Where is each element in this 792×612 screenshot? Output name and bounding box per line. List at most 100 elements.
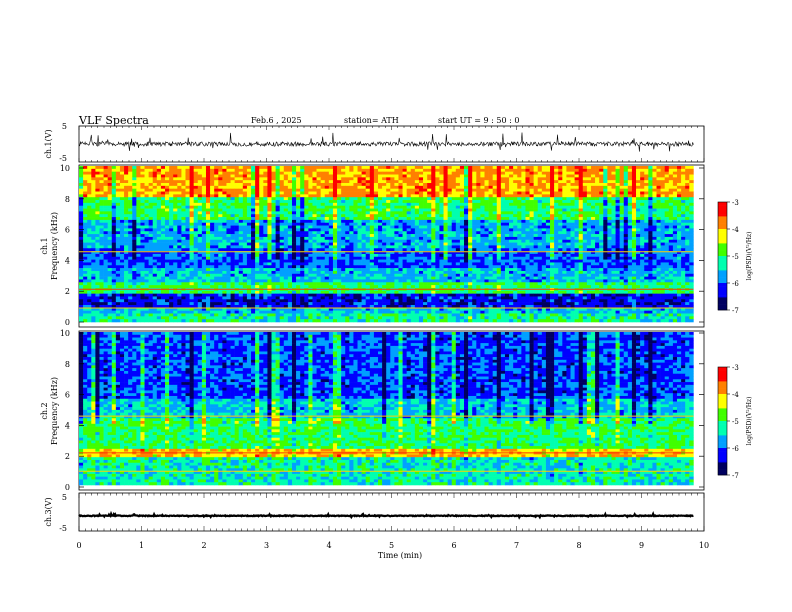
spectrogram-cell xyxy=(165,168,170,172)
spectrogram-cell xyxy=(345,245,350,249)
spectrogram-cell xyxy=(312,242,317,246)
spectrogram-cell xyxy=(394,205,399,209)
spectrogram-cell xyxy=(373,188,379,192)
spectrogram-cell xyxy=(152,208,158,212)
spectrogram-cell xyxy=(406,202,412,207)
spectrogram-cell xyxy=(165,174,170,178)
spectrogram-cell xyxy=(193,211,199,215)
spectrogram-cell xyxy=(197,245,203,249)
spectrogram-cell xyxy=(496,231,502,235)
spectrogram-cell xyxy=(459,231,465,235)
spectrogram-cell xyxy=(361,183,367,187)
spectrogram-cell xyxy=(599,222,604,226)
spectrogram-cell xyxy=(664,231,670,235)
spectrogram-cell xyxy=(267,208,272,212)
spectrogram-cell xyxy=(435,183,440,187)
spectrogram-cell xyxy=(271,185,276,189)
spectrogram-cell xyxy=(541,234,547,238)
spectrogram-cell xyxy=(541,205,547,209)
spectrogram-cell xyxy=(443,251,448,255)
spectrogram-cell xyxy=(685,200,690,204)
spectrogram-cell xyxy=(484,228,489,232)
spectrogram-cell xyxy=(201,211,207,215)
spectrogram-cell xyxy=(140,214,145,218)
spectrogram-cell xyxy=(382,251,387,255)
spectrogram-cell xyxy=(160,253,166,258)
spectrogram-cell xyxy=(222,177,227,181)
spectrogram-cell xyxy=(197,222,203,226)
spectrogram-cell xyxy=(160,248,166,252)
spectrogram-cell xyxy=(439,225,444,229)
spectrogram-cell xyxy=(607,205,612,209)
spectrogram-cell xyxy=(214,208,219,212)
spectrogram-cell xyxy=(603,180,608,184)
spectrogram-cell xyxy=(214,205,219,209)
spectrogram-cell xyxy=(402,200,407,204)
spectrogram-cell xyxy=(386,208,391,212)
spectrogram-cell xyxy=(390,222,395,226)
spectrogram-cell xyxy=(107,171,113,175)
spectrogram-cell xyxy=(582,236,588,241)
spectrogram-cell xyxy=(152,219,158,224)
spectrogram-cell xyxy=(259,242,264,246)
spectrogram-cell xyxy=(545,177,551,181)
spectrogram-cell xyxy=(128,211,133,215)
spectrogram-cell xyxy=(521,197,526,201)
spectrogram-cell xyxy=(246,166,252,170)
spectrogram-cell xyxy=(79,177,84,181)
spectrogram-cell xyxy=(504,253,510,258)
spectrogram-cell xyxy=(447,253,453,258)
spectrogram-cell xyxy=(513,253,518,258)
spectrogram-cell xyxy=(676,191,682,195)
spectrogram-cell xyxy=(439,242,444,246)
ch1-waveform-xticks xyxy=(78,126,705,162)
spectrogram-cell xyxy=(255,180,260,184)
spectrogram-cell xyxy=(472,177,477,181)
spectrogram-cell xyxy=(607,202,612,207)
spectrogram-cell xyxy=(226,242,231,246)
spectrogram-cell xyxy=(263,185,268,189)
spectrogram-cell xyxy=(205,177,211,181)
spectrogram-cell xyxy=(394,245,399,249)
spectrogram-cell xyxy=(357,205,362,209)
spectrogram-cell xyxy=(603,219,608,224)
spectrogram-cell xyxy=(165,222,170,226)
spectrogram-cell xyxy=(439,219,444,224)
spectrogram-cell xyxy=(443,200,448,204)
spectrogram-cell xyxy=(316,228,321,232)
spectrogram-cell xyxy=(590,217,596,221)
spectrogram-cell xyxy=(619,188,625,192)
spectrogram-cell xyxy=(271,200,276,204)
spectrogram-cell xyxy=(226,253,231,258)
spectrogram-cell xyxy=(173,225,178,229)
spectrogram-cell xyxy=(189,228,194,232)
spectrogram-cell xyxy=(291,188,297,192)
spectrogram-cell xyxy=(361,214,367,218)
spectrogram-cell xyxy=(656,225,661,229)
spectrogram-cell xyxy=(251,248,256,252)
spectrogram-cell xyxy=(402,202,407,207)
spectrogram-cell xyxy=(275,185,280,189)
spectrogram-cell xyxy=(83,251,88,255)
spectrogram-cell xyxy=(296,239,301,243)
spectrogram-cell xyxy=(590,248,596,252)
spectrogram-cell xyxy=(91,168,96,172)
spectrogram-cell xyxy=(165,239,170,243)
spectrogram-cell xyxy=(627,214,633,218)
spectrogram-cell xyxy=(595,242,600,246)
spectrogram-cell xyxy=(165,228,170,232)
spectrogram-cell xyxy=(148,245,154,249)
spectrogram-cell xyxy=(398,236,403,241)
spectrogram-cell xyxy=(259,171,264,175)
spectrogram-cell xyxy=(414,225,420,229)
spectrogram-cell xyxy=(365,174,371,178)
spectrogram-cell xyxy=(590,205,596,209)
spectrogram-cell xyxy=(660,166,666,170)
spectrogram-cell xyxy=(390,208,395,212)
spectrogram-cell xyxy=(119,197,125,201)
spectrogram-cell xyxy=(234,217,240,221)
spectrogram-cell xyxy=(529,219,534,224)
spectrogram-cell xyxy=(83,208,88,212)
spectrogram-cell xyxy=(623,168,629,172)
spectrogram-cell xyxy=(148,171,154,175)
